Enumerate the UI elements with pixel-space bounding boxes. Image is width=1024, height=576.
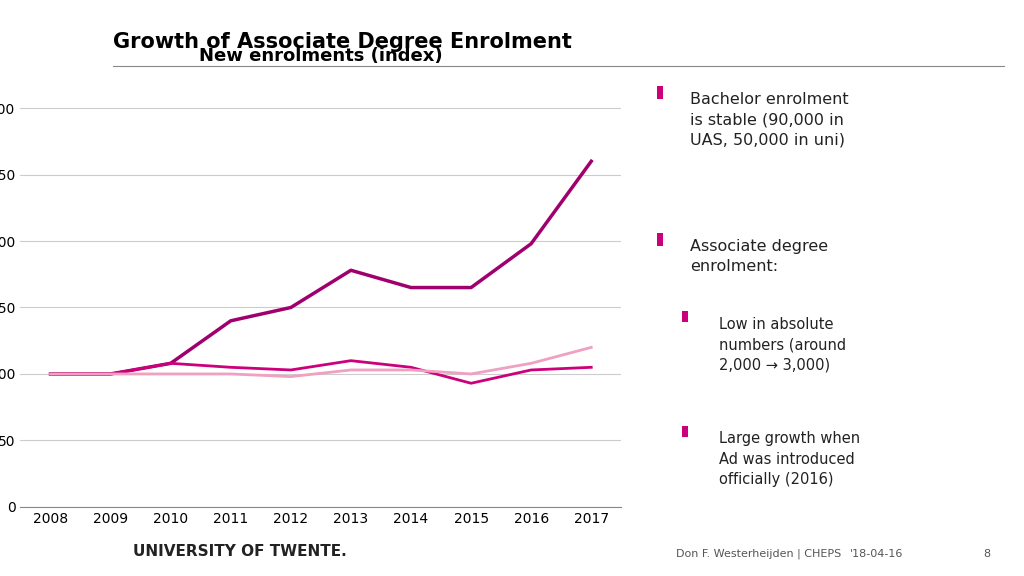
Ba-uni — [224, 370, 237, 377]
FancyBboxPatch shape — [682, 426, 688, 437]
Ba-UAS — [585, 364, 597, 371]
Text: '18-04-16: '18-04-16 — [850, 549, 903, 559]
Ba-uni — [404, 366, 417, 373]
Text: Don F. Westerheijden | CHEPS: Don F. Westerheijden | CHEPS — [676, 548, 841, 559]
Ba-UAS — [224, 364, 237, 371]
Ad — [224, 317, 237, 324]
Ba-uni — [345, 366, 357, 373]
Ba-uni — [104, 370, 117, 377]
Ad — [104, 370, 117, 377]
Text: Associate degree
enrolment:: Associate degree enrolment: — [690, 239, 827, 274]
Ba-UAS — [165, 360, 177, 367]
Ba-UAS — [525, 366, 538, 373]
Ba-uni — [465, 370, 477, 377]
Title: New enrolments (index): New enrolments (index) — [199, 47, 442, 65]
Text: Large growth when
Ad was introduced
officially (2016): Large growth when Ad was introduced offi… — [719, 431, 860, 487]
Line: Ad: Ad — [50, 161, 591, 374]
Ad — [404, 284, 417, 291]
Text: UNIVERSITY OF TWENTE.: UNIVERSITY OF TWENTE. — [133, 544, 347, 559]
Ba-UAS — [404, 364, 417, 371]
Ad — [44, 370, 56, 377]
Text: Bachelor enrolment
is stable (90,000 in
UAS, 50,000 in uni): Bachelor enrolment is stable (90,000 in … — [690, 92, 848, 148]
Ba-UAS — [345, 357, 357, 364]
FancyBboxPatch shape — [656, 233, 664, 245]
Ad — [165, 360, 177, 367]
Text: Growth of Associate Degree Enrolment: Growth of Associate Degree Enrolment — [113, 32, 571, 52]
Ba-uni — [44, 370, 56, 377]
FancyBboxPatch shape — [682, 312, 688, 322]
Ba-uni — [165, 370, 177, 377]
Text: Low in absolute
numbers (around
2,000 → 3,000): Low in absolute numbers (around 2,000 → … — [719, 317, 846, 373]
Line: Ba-UAS: Ba-UAS — [50, 361, 591, 383]
Ba-UAS — [285, 366, 297, 373]
Ba-UAS — [44, 370, 56, 377]
Ad — [285, 304, 297, 311]
Ba-uni — [585, 344, 597, 351]
Line: Ba-uni: Ba-uni — [50, 347, 591, 377]
FancyBboxPatch shape — [656, 86, 664, 98]
Ad — [345, 267, 357, 274]
Text: 8: 8 — [983, 549, 990, 559]
Ba-UAS — [465, 380, 477, 386]
Ad — [465, 284, 477, 291]
Ba-uni — [285, 373, 297, 380]
Ad — [585, 158, 597, 165]
Ba-uni — [525, 360, 538, 367]
Ad — [525, 240, 538, 247]
Ba-UAS — [104, 370, 117, 377]
